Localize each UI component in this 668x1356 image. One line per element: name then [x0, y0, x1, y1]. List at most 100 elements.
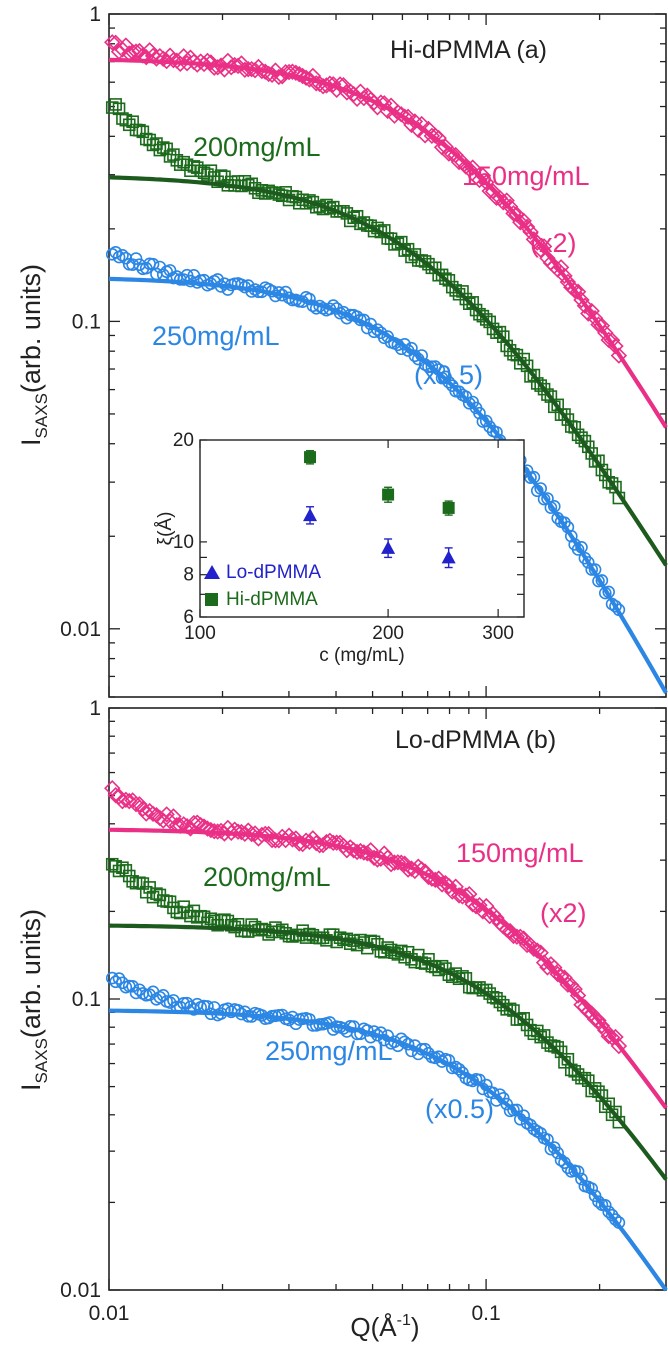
inset-point — [303, 508, 318, 522]
data-point — [486, 990, 500, 1004]
data-point — [541, 388, 554, 401]
data-point — [156, 989, 170, 1002]
fit-line — [108, 923, 668, 1181]
y-tick-label: 1 — [89, 697, 101, 720]
data-point — [257, 63, 274, 80]
data-point — [109, 975, 122, 989]
data-point — [607, 1028, 624, 1046]
panel-title: Hi-dPMMA (a) — [390, 36, 547, 64]
series-200mg/mL — [105, 857, 668, 1181]
data-point — [524, 1118, 537, 1132]
data-point — [187, 160, 201, 173]
inset-y-tick-label: 8 — [183, 565, 194, 586]
fit-line — [108, 175, 668, 567]
data-point — [165, 808, 182, 825]
data-point — [415, 254, 428, 267]
data-point — [105, 101, 119, 114]
data-point — [459, 292, 473, 306]
data-point — [374, 225, 388, 239]
panel-b: 0.01 0.1 1 0.01 0.1 ISAXS(arb. units) Lo-dPMMA… — [16, 697, 668, 1325]
data-point — [116, 861, 129, 875]
data-point — [592, 1195, 605, 1208]
y-axis-label: ISAXS(arb. units) — [16, 909, 51, 1091]
data-point — [605, 477, 619, 490]
y-axis-label-rest: (arb. units) — [16, 909, 46, 1038]
inset-point — [382, 488, 395, 501]
x-axis-label: Q(Å-1) — [350, 1312, 419, 1342]
inset-frame — [199, 439, 525, 618]
data-point — [109, 98, 122, 111]
data-point — [105, 971, 119, 985]
data-point — [104, 779, 121, 797]
inset-series-Hi-dPMMA — [304, 449, 455, 516]
series-250mg/mL — [105, 971, 668, 1292]
series-factor-label: (x2) — [530, 228, 577, 258]
data-point — [156, 894, 170, 907]
data-point — [110, 43, 128, 60]
data-point — [150, 887, 163, 900]
fit-line — [108, 276, 668, 694]
inset-x-tick-label: 100 — [184, 623, 216, 644]
data-point — [578, 1071, 592, 1085]
data-point — [462, 297, 476, 311]
data-point — [163, 150, 177, 163]
data-point — [425, 360, 439, 374]
inset-legend-label: Lo-dPMMA — [226, 562, 321, 583]
data-point — [566, 980, 583, 998]
series-factor-label: (x2) — [540, 898, 587, 928]
y-axis-label-main: I — [16, 1083, 46, 1091]
data-point — [534, 379, 547, 392]
y-tick-label: 0.1 — [72, 988, 101, 1011]
series-label: 200mg/mL — [193, 132, 321, 162]
inset-point — [304, 451, 317, 464]
inset-y-tick-label: 20 — [173, 430, 194, 451]
x-tick-label: 0.1 — [471, 1302, 500, 1325]
data-point — [527, 368, 541, 382]
data-point — [201, 168, 214, 181]
data-point — [116, 249, 129, 262]
data-point — [119, 113, 133, 127]
data-point — [126, 115, 139, 129]
data-point — [486, 322, 500, 336]
series-label: 250mg/mL — [265, 1036, 393, 1066]
data-point — [561, 413, 575, 426]
data-point — [498, 192, 515, 209]
series-200mg/mL — [105, 98, 668, 567]
data-point — [158, 806, 175, 823]
data-point — [156, 141, 170, 154]
x-tick-label: 0.01 — [89, 1302, 130, 1325]
data-point — [163, 264, 177, 277]
y-axis-label-rest: (arb. units) — [16, 264, 46, 393]
y-tick-label: 0.01 — [60, 1279, 101, 1302]
inset-series-Lo-dPMMA — [303, 506, 456, 569]
plot-frame — [108, 13, 667, 698]
data-point — [490, 425, 503, 439]
data-point — [126, 979, 139, 993]
data-point — [598, 468, 612, 482]
y-axis-label: ISAXS(arb. units) — [16, 264, 51, 446]
data-point — [112, 102, 126, 116]
fit-line — [109, 827, 668, 1110]
y-tick-label: 0.01 — [60, 618, 101, 641]
data-point — [129, 252, 143, 265]
x-ticks — [108, 708, 601, 1290]
panel-title: Lo-dPMMA (b) — [395, 726, 556, 754]
fit-line — [108, 57, 668, 429]
inset-legend-marker — [204, 565, 220, 579]
inset-x-tick-label: 300 — [482, 623, 514, 644]
x-axis-label-text: Q(Å-1) — [350, 1312, 419, 1342]
data-point — [568, 1064, 581, 1078]
data-point — [144, 805, 162, 823]
data-point — [243, 825, 260, 843]
y-ticks — [109, 13, 666, 698]
data-point — [136, 125, 150, 139]
data-point — [585, 447, 598, 460]
data-point — [238, 174, 252, 188]
series-label: 250mg/mL — [152, 321, 280, 351]
y-axis-label-sub: SAXS — [32, 1038, 51, 1083]
series-150mg/mL — [104, 779, 668, 1110]
inset-x-label: c (mg/mL) — [319, 645, 405, 666]
data-point — [564, 529, 578, 543]
data-point — [581, 556, 595, 569]
